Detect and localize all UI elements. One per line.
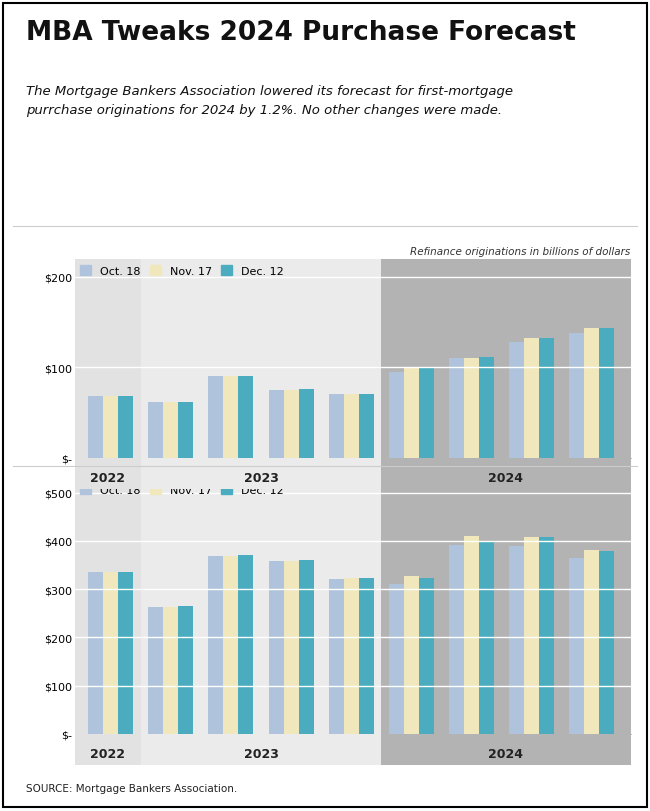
- Bar: [509, 342, 524, 458]
- Bar: [209, 556, 224, 734]
- Bar: [464, 358, 479, 458]
- Bar: [359, 395, 374, 458]
- Bar: [88, 573, 103, 734]
- Bar: [419, 368, 434, 458]
- Bar: [224, 556, 239, 734]
- Bar: [178, 607, 194, 734]
- Bar: [329, 395, 344, 458]
- Bar: [464, 536, 479, 734]
- Text: 2024: 2024: [488, 472, 523, 485]
- Text: The Mortgage Bankers Association lowered its forecast for first-mortgage
purrcha: The Mortgage Bankers Association lowered…: [26, 85, 513, 117]
- Text: 2023: 2023: [244, 748, 278, 761]
- Bar: [88, 397, 103, 458]
- Bar: [599, 329, 614, 458]
- Bar: [283, 561, 298, 734]
- Bar: [239, 556, 254, 734]
- Bar: [118, 572, 133, 734]
- Bar: [224, 377, 239, 458]
- Bar: [404, 368, 419, 458]
- Bar: [389, 585, 404, 734]
- Bar: [103, 573, 118, 734]
- Bar: [381, 260, 630, 458]
- Bar: [381, 478, 630, 734]
- Bar: [75, 478, 141, 734]
- Bar: [448, 358, 464, 458]
- Bar: [148, 402, 163, 458]
- Bar: [298, 560, 313, 734]
- Bar: [163, 402, 178, 458]
- Bar: [524, 538, 539, 734]
- Text: 2023: 2023: [244, 472, 278, 485]
- Bar: [268, 390, 283, 458]
- Text: Refinance originations in billions of dollars: Refinance originations in billions of do…: [410, 247, 630, 256]
- Bar: [448, 545, 464, 734]
- Bar: [404, 576, 419, 734]
- Bar: [209, 377, 224, 458]
- Text: 2024: 2024: [488, 748, 523, 761]
- Bar: [584, 551, 599, 734]
- Bar: [298, 389, 313, 458]
- Text: 2022: 2022: [90, 472, 125, 485]
- Bar: [539, 538, 554, 734]
- Bar: [103, 397, 118, 458]
- Bar: [569, 558, 584, 734]
- Bar: [163, 607, 178, 734]
- Bar: [584, 329, 599, 458]
- Legend: Oct. 18, Nov. 17, Dec. 12: Oct. 18, Nov. 17, Dec. 12: [81, 266, 283, 277]
- Bar: [268, 561, 283, 734]
- Bar: [148, 607, 163, 734]
- Bar: [178, 402, 194, 458]
- Bar: [141, 260, 381, 458]
- Bar: [389, 372, 404, 458]
- Bar: [479, 541, 494, 734]
- Bar: [569, 333, 584, 458]
- Bar: [509, 546, 524, 734]
- Bar: [239, 377, 254, 458]
- Text: MBA Tweaks 2024 Purchase Forecast: MBA Tweaks 2024 Purchase Forecast: [26, 20, 576, 46]
- Bar: [329, 580, 344, 734]
- Bar: [75, 260, 141, 458]
- Bar: [283, 390, 298, 458]
- Text: SOURCE: Mortgage Bankers Association.: SOURCE: Mortgage Bankers Association.: [26, 783, 237, 793]
- Bar: [359, 579, 374, 734]
- Bar: [599, 551, 614, 734]
- Bar: [344, 395, 359, 458]
- Bar: [118, 397, 133, 458]
- Bar: [419, 579, 434, 734]
- Legend: Oct. 18, Nov. 17, Dec. 12: Oct. 18, Nov. 17, Dec. 12: [81, 485, 283, 496]
- Bar: [141, 478, 381, 734]
- Bar: [539, 338, 554, 458]
- Bar: [524, 338, 539, 458]
- Bar: [344, 579, 359, 734]
- Text: Purchase originations in billions of dollars: Purchase originations in billions of dol…: [415, 465, 630, 474]
- Bar: [479, 357, 494, 458]
- Text: 2022: 2022: [90, 748, 125, 761]
